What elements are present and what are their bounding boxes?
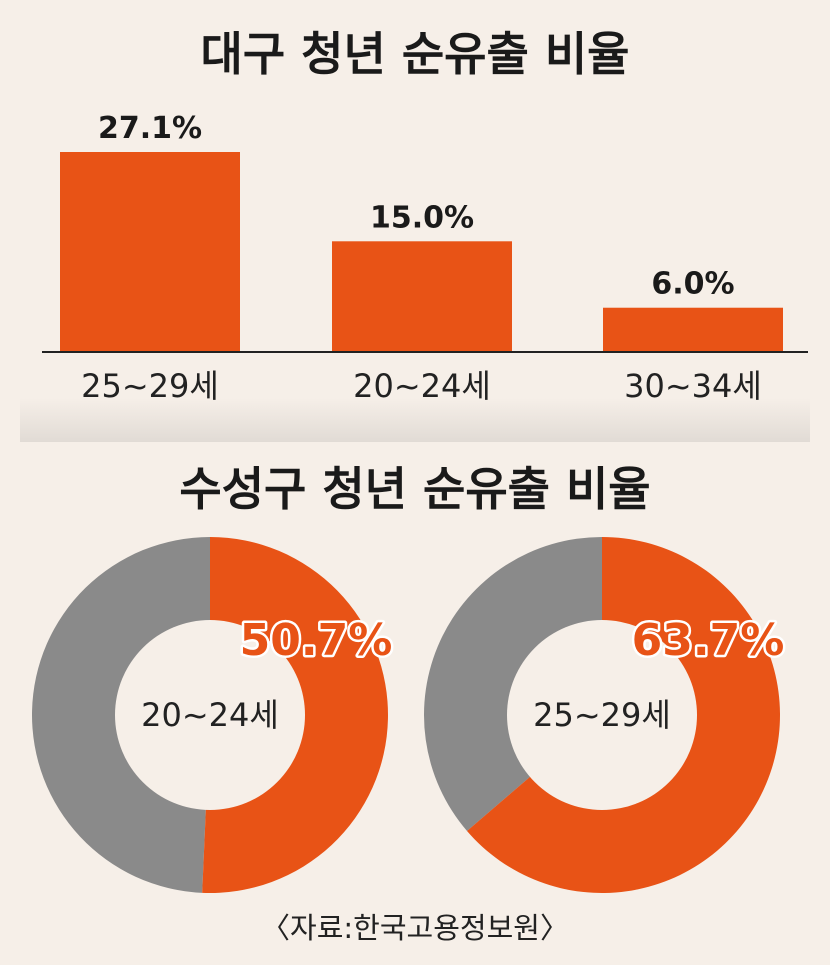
donut-value-label-1: 50.7%: [240, 615, 393, 666]
bar-value-label-1: 27.1%: [98, 111, 202, 146]
donut-hole-2: [507, 620, 697, 810]
bar-chart-title: 대구 청년 순유출 비율: [201, 27, 630, 81]
bar-category-label-2: 20~24세: [353, 367, 491, 405]
donut-charts: 20~24세 50.7% 25~29세 63.7%: [31, 537, 787, 894]
section-divider-shade: [20, 398, 810, 442]
bar-1: [60, 152, 240, 352]
donut-chart-2: 25~29세 63.7%: [424, 537, 787, 894]
donut-hole-1: [115, 620, 305, 810]
donut-value-label-2: 63.7%: [632, 615, 785, 666]
bar-category-label-3: 30~34세: [624, 367, 762, 405]
bar-value-label-3: 6.0%: [651, 267, 734, 302]
bar-value-label-2: 15.0%: [370, 200, 474, 235]
donut-center-label-1: 20~24세: [141, 696, 279, 734]
bar-category-label-1: 25~29세: [81, 367, 219, 405]
source-note: 〈자료:한국고용정보원〉: [261, 911, 569, 945]
bar-chart: 27.1% 25~29세 15.0% 20~24세 6.0% 30~34세: [60, 111, 783, 405]
donut-chart-1: 20~24세 50.7%: [31, 537, 395, 893]
donut-section-title: 수성구 청년 순유출 비율: [179, 462, 650, 516]
bar-3: [603, 307, 783, 352]
bar-2: [332, 241, 512, 352]
donut-center-label-2: 25~29세: [533, 696, 671, 734]
